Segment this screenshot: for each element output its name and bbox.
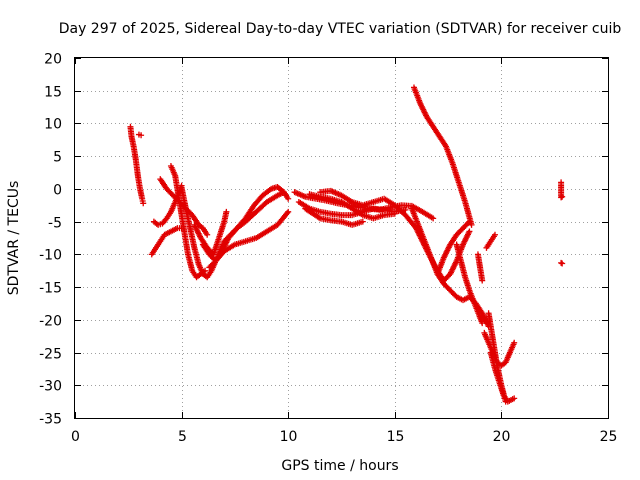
data-point xyxy=(285,195,292,202)
data-point xyxy=(285,208,292,215)
y-tick-label: -35 xyxy=(39,412,62,428)
data-point xyxy=(468,221,475,228)
y-axis-label: SDTVAR / TECUs xyxy=(6,181,22,296)
data-point xyxy=(140,200,147,207)
data-point xyxy=(511,339,518,346)
data-point xyxy=(466,228,473,235)
y-tick-label: -15 xyxy=(39,281,62,297)
data-point xyxy=(430,215,437,222)
data-point xyxy=(511,395,518,402)
x-tick-label: 20 xyxy=(493,429,511,445)
data-point xyxy=(479,320,486,327)
y-tick-label: -25 xyxy=(39,347,62,363)
data-point xyxy=(558,259,565,266)
y-tick-label: 5 xyxy=(53,150,62,166)
x-tick-label: 10 xyxy=(280,429,298,445)
data-point xyxy=(466,218,473,225)
data-points xyxy=(127,84,566,405)
x-tick-label: 0 xyxy=(71,429,80,445)
data-point xyxy=(223,208,230,215)
data-point xyxy=(558,194,565,201)
data-point xyxy=(559,260,566,267)
grid-lines xyxy=(75,58,608,418)
y-tick-label: -30 xyxy=(39,379,62,395)
x-tick-label: 25 xyxy=(600,429,618,445)
data-point xyxy=(359,218,366,225)
y-tick-label: -20 xyxy=(39,314,62,330)
data-point xyxy=(402,206,409,213)
chart-title: Day 297 of 2025, Sidereal Day-to-day VTE… xyxy=(59,21,622,37)
x-tick-label: 5 xyxy=(178,429,187,445)
data-point xyxy=(391,210,398,217)
data-point xyxy=(492,231,499,238)
data-point xyxy=(465,219,472,226)
axis-ticks: 0 5 10 15 20 25 20 15 10 5 0 -5 -10 -15 -20 -25 -30 -35 xyxy=(39,52,617,446)
y-tick-label: 10 xyxy=(44,117,62,133)
y-tick-label: 15 xyxy=(44,85,62,101)
x-tick-label: 15 xyxy=(387,429,405,445)
data-point xyxy=(138,132,145,139)
y-tick-label: -10 xyxy=(39,248,62,264)
data-point xyxy=(479,277,486,284)
data-point xyxy=(559,193,566,200)
data-point xyxy=(284,210,291,217)
y-tick-label: 0 xyxy=(53,183,62,199)
x-axis-label: GPS time / hours xyxy=(281,458,398,474)
plot-frame xyxy=(74,57,609,419)
y-tick-label: -5 xyxy=(48,216,62,232)
y-tick-label: 20 xyxy=(44,52,62,68)
data-point xyxy=(204,231,211,238)
